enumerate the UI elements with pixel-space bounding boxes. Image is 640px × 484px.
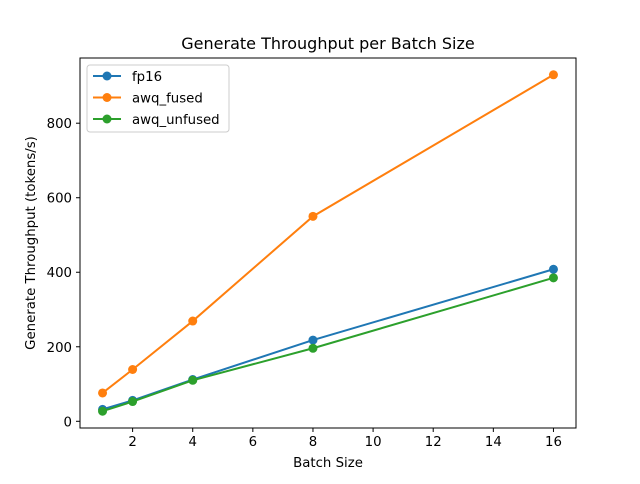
x-tick-label: 10 (365, 435, 382, 450)
data-point-awq_fused (308, 211, 318, 221)
legend-marker (102, 93, 112, 102)
legend-marker (102, 71, 112, 81)
data-point-awq_fused (188, 316, 198, 326)
x-tick-label: 14 (485, 435, 502, 450)
chart-title: Generate Throughput per Batch Size (181, 34, 474, 53)
x-tick-label: 8 (309, 435, 317, 450)
data-point-awq_unfused (98, 406, 108, 416)
data-point-awq_unfused (128, 397, 138, 407)
data-point-awq_fused (128, 365, 138, 375)
x-tick-label: 4 (188, 435, 196, 450)
data-point-awq_unfused (548, 273, 558, 283)
axes-frame (79, 57, 577, 429)
legend-label: fp16 (132, 70, 162, 85)
y-tick-label: 0 (64, 415, 72, 430)
y-tick-label: 600 (47, 192, 72, 207)
y-tick-label: 200 (47, 341, 72, 356)
y-tick-label: 400 (47, 266, 72, 281)
x-tick-label: 12 (425, 435, 442, 450)
y-axis-label: Generate Throughput (tokens/s) (24, 136, 39, 350)
legend-box (86, 64, 230, 133)
data-point-fp16 (548, 264, 558, 274)
data-point-fp16 (308, 335, 318, 345)
x-tick-label: 6 (249, 435, 257, 450)
series-line-awq_unfused (102, 276, 554, 413)
legend-label: awq_fused (132, 92, 203, 107)
data-point-awq_unfused (308, 343, 318, 353)
x-tick-label: 2 (128, 435, 136, 450)
data-point-awq_fused (548, 70, 558, 80)
data-point-awq_fused (98, 388, 108, 398)
y-tick-label: 800 (47, 117, 72, 132)
x-axis-label: Batch Size (293, 456, 363, 471)
legend-label: awq_unfused (132, 113, 220, 128)
x-tick-label: 16 (545, 435, 562, 450)
legend-marker (102, 114, 112, 124)
data-point-awq_unfused (188, 375, 198, 385)
legend: fp16 awq_fused awq_unfused (86, 64, 230, 133)
